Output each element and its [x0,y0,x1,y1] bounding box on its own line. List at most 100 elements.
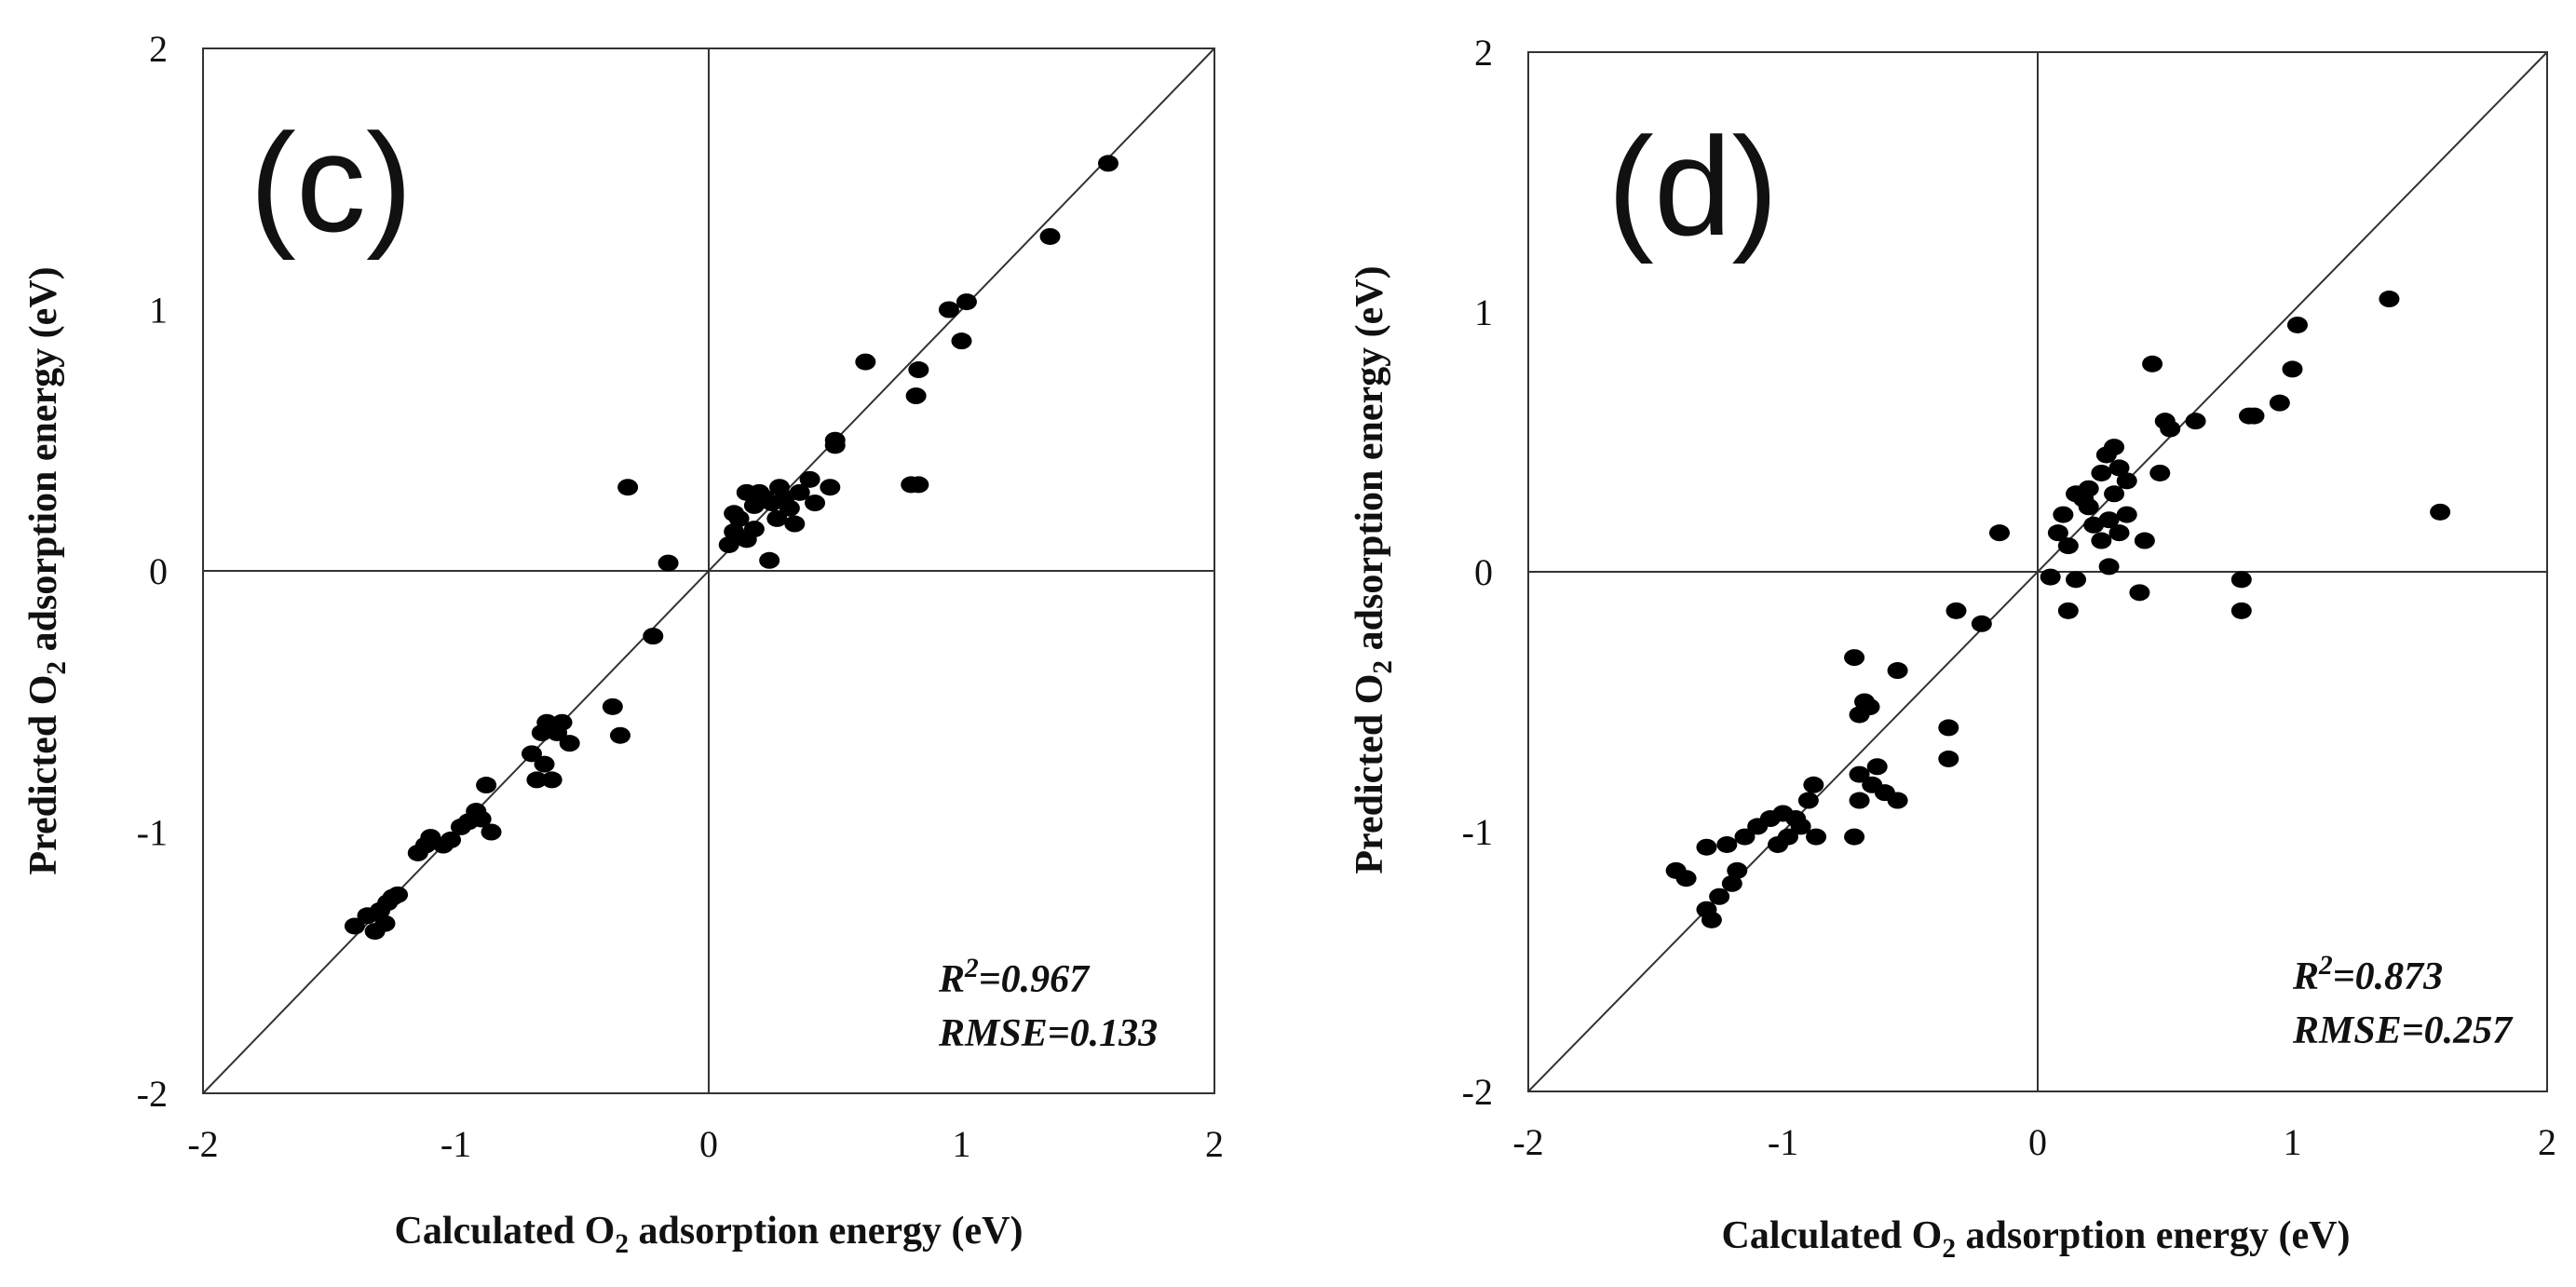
data-point [658,554,679,572]
rmse-label-c: RMSE=0.133 [938,1012,1158,1055]
data-point [1844,828,1865,846]
data-point [2091,464,2112,481]
data-point [387,886,409,903]
data-point [908,361,929,379]
data-point [2269,394,2290,412]
data-point [470,810,492,828]
data-point [2230,602,2252,619]
y-ticks-c: -2 -1 0 1 2 [137,28,168,1115]
x-tick-label: 2 [2538,1121,2556,1163]
x-axis-title-c: Calculated O2 adsorption energy (eV) [395,1210,1024,1259]
data-point [718,535,739,553]
panel-label-c: (c) [250,104,413,261]
data-point [2066,571,2087,589]
data-point [541,771,563,789]
x-tick-label: -1 [441,1123,471,1165]
x-tick-label: 1 [953,1123,971,1165]
data-point [2053,506,2074,523]
data-point [2057,537,2079,555]
r2-label-c: R2=0.967 [938,954,1091,1001]
data-point [2091,532,2112,549]
data-point [617,479,639,496]
data-point [1988,524,2010,542]
data-point [1790,818,1811,835]
x-tick-label: -1 [1768,1121,1798,1163]
data-point [2057,602,2079,619]
data-point [2104,439,2125,456]
data-point [2108,459,2130,477]
x-tick-label: 0 [699,1123,718,1165]
data-point [2047,524,2068,542]
data-point [1849,792,1870,809]
panel-label-d: (d) [1607,108,1778,264]
y-tick-label: -1 [1462,811,1493,853]
x-tick-label: 0 [2028,1121,2047,1163]
data-point [908,476,929,494]
data-point [1803,776,1824,793]
data-point [609,726,630,744]
data-point [551,713,573,731]
data-point [1709,887,1730,905]
data-point [559,735,580,752]
data-point [2244,407,2265,425]
data-point [2116,472,2137,490]
data-point [951,332,972,350]
data-point [2286,316,2308,333]
data-point [2040,568,2061,586]
data-point [1866,758,1888,776]
data-point [2078,480,2099,497]
data-point [481,823,502,841]
data-point [1777,828,1798,846]
axes-d [1527,51,2548,1092]
x-tick-label: -2 [187,1123,218,1165]
data-point [1039,227,1061,245]
data-point [728,509,750,527]
data-point [2379,291,2400,308]
y-tick-label: 0 [1474,551,1493,593]
x-axis-title-d: Calculated O2 adsorption energy (eV) [1722,1214,2351,1264]
y-tick-label: 0 [149,550,168,592]
y-axis-title-d: Predicted O2 adsorption energy (eV) [1349,265,1398,874]
data-point [824,437,846,454]
data-point [1849,765,1870,783]
data-point [779,499,800,517]
y-tick-label: -1 [137,812,168,854]
data-point [1734,828,1756,846]
data-point [2116,506,2137,523]
data-point [1675,870,1697,887]
data-point [1701,911,1722,928]
data-point [374,914,396,932]
data-point [344,917,365,935]
x-tick-label: 2 [1205,1123,1224,1165]
data-point [2078,498,2099,516]
y-axis-title-c: Predicted O2 adsorption energy (eV) [22,266,72,874]
data-point [1887,662,1908,680]
data-point [1716,835,1738,853]
data-point [1696,838,1717,856]
data-point [1938,750,1959,767]
data-point [820,479,841,496]
data-point [2430,503,2451,521]
data-point [643,628,664,645]
y-tick-label: -2 [1462,1071,1493,1113]
reference-line-y-equals-x [1527,51,2548,1092]
data-point [534,755,555,773]
x-tick-label: -2 [1512,1121,1543,1163]
data-point [2185,413,2206,430]
data-point [2108,524,2130,542]
y-ticks-d: -2 -1 0 1 2 [1462,32,1493,1113]
data-point [1946,602,1967,619]
rmse-label-d: RMSE=0.257 [2292,1009,2514,1052]
data-point [2098,511,2120,529]
data-point [2104,485,2125,503]
data-point [2142,355,2163,373]
data-point [2149,464,2171,481]
scatter-points-d [1665,291,2451,928]
data-point [1806,828,1827,846]
x-ticks-c: -2 -1 0 1 2 [187,1123,1224,1165]
data-point [1797,792,1819,809]
data-point [2134,532,2155,549]
